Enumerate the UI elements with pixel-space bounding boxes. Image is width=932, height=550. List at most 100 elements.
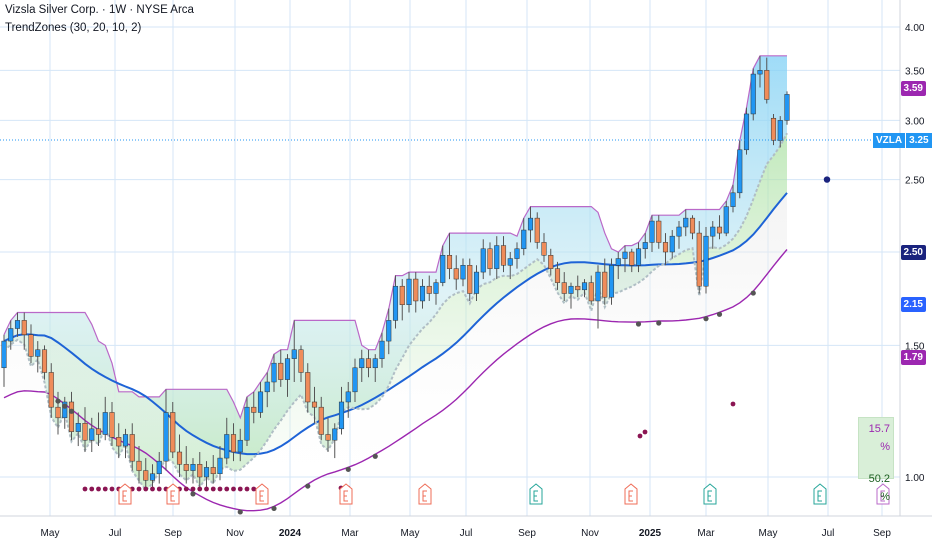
candle-body (561, 282, 567, 294)
earnings-marker[interactable] (166, 483, 180, 505)
date-tick-label: 2024 (279, 528, 302, 539)
candle-body (521, 229, 527, 250)
candle-body (676, 226, 682, 237)
earnings-marker[interactable] (529, 483, 543, 505)
candle-body (629, 251, 635, 266)
signal-dot (190, 486, 196, 492)
candle-body (170, 412, 176, 453)
earnings-icon (880, 490, 885, 502)
candle-body (473, 271, 480, 294)
earnings-marker[interactable] (418, 483, 432, 505)
date-tick-label: Jul (822, 528, 835, 539)
date-tick-label: Sep (873, 528, 891, 539)
earnings-marker[interactable] (255, 483, 269, 505)
candle-body (534, 217, 540, 243)
date-tick-label: Nov (581, 528, 599, 539)
last-price-value: 3.25 (906, 133, 932, 148)
candle-body (190, 464, 196, 471)
earnings-marker[interactable] (813, 483, 827, 505)
earnings-marker-shape (529, 483, 543, 505)
candles (1, 55, 790, 491)
candle-body (433, 282, 439, 294)
candle-body (757, 70, 763, 75)
candle-body (8, 328, 14, 342)
candle-body (129, 434, 135, 462)
signal-dot (244, 486, 250, 492)
trend-price-badge: 2.15 (900, 297, 926, 312)
candle-body (14, 320, 21, 329)
candle-body (122, 434, 129, 447)
earnings-markers (118, 483, 890, 505)
candle-body (568, 285, 574, 294)
candle-body (109, 412, 115, 438)
candle-body (224, 434, 230, 459)
candle-body (21, 320, 27, 335)
date-tick-label: Mar (697, 528, 715, 539)
candle-body (156, 460, 162, 475)
support-dot (237, 509, 243, 515)
earnings-icon (707, 490, 712, 502)
candle-body (696, 232, 702, 287)
support-anchor-dot (823, 176, 831, 183)
candle-body (325, 434, 331, 441)
candle-body (710, 226, 716, 237)
earnings-marker[interactable] (339, 483, 353, 505)
signal-dot (156, 486, 162, 492)
candle-body (102, 412, 108, 435)
date-tick-label: Sep (164, 528, 182, 539)
candle-body (784, 94, 790, 121)
resistance-price-badge: 3.59 (900, 81, 926, 96)
earnings-marker[interactable] (118, 483, 132, 505)
support-dot (703, 316, 709, 322)
earnings-marker-shape (255, 483, 269, 505)
candle-body (89, 428, 95, 441)
time-axis[interactable]: May Jul Sep Nov 2024 Mar May Jul Sep Nov 2025 Mar Ma… (41, 528, 892, 539)
support-dot (68, 408, 75, 414)
candle-body (143, 470, 149, 481)
price-tick-label: 2.50 (905, 176, 925, 187)
candle-body (1, 340, 7, 369)
candle-body (764, 70, 770, 100)
candle-body (35, 349, 41, 357)
signal-dot (82, 486, 88, 492)
candle-body (338, 401, 345, 430)
earnings-marker[interactable] (703, 483, 717, 505)
candle-body (770, 117, 777, 141)
candle-body (446, 255, 453, 269)
candle-body (62, 401, 68, 419)
candle-body (453, 268, 459, 280)
candle-body (588, 282, 594, 302)
signal-dot (730, 401, 736, 407)
stats-top: 15.7 % (868, 423, 890, 453)
signal-dot (197, 486, 203, 492)
candle-body (55, 406, 61, 419)
signal-dot (217, 486, 223, 492)
support-dot (62, 403, 68, 409)
date-tick-label: Jul (460, 528, 473, 539)
candle-body (95, 428, 102, 435)
candle-body (750, 73, 756, 115)
price-tick-label: 1.00 (905, 473, 925, 484)
earnings-marker[interactable] (624, 483, 638, 505)
indicator-label[interactable]: TrendZones (30, 20, 10, 2) (5, 22, 142, 34)
candle-body (514, 248, 520, 259)
candle-body (284, 358, 291, 380)
candle-body (345, 391, 351, 403)
candle-body (548, 255, 554, 269)
candle-body (264, 381, 270, 393)
signal-dot (224, 486, 230, 492)
support-dot (271, 505, 277, 512)
support-price-badge: 2.50 (900, 245, 926, 260)
candle-body (703, 235, 709, 287)
signal-dot (183, 486, 189, 492)
earnings-icon (533, 490, 538, 502)
candle-body (116, 437, 122, 447)
support-line (3, 132, 788, 492)
earnings-marker[interactable] (876, 483, 890, 505)
candle-body (399, 285, 405, 306)
candle-body (622, 251, 628, 259)
candle-body (75, 423, 81, 432)
signal-dot (96, 486, 101, 492)
candle-body (662, 242, 669, 253)
